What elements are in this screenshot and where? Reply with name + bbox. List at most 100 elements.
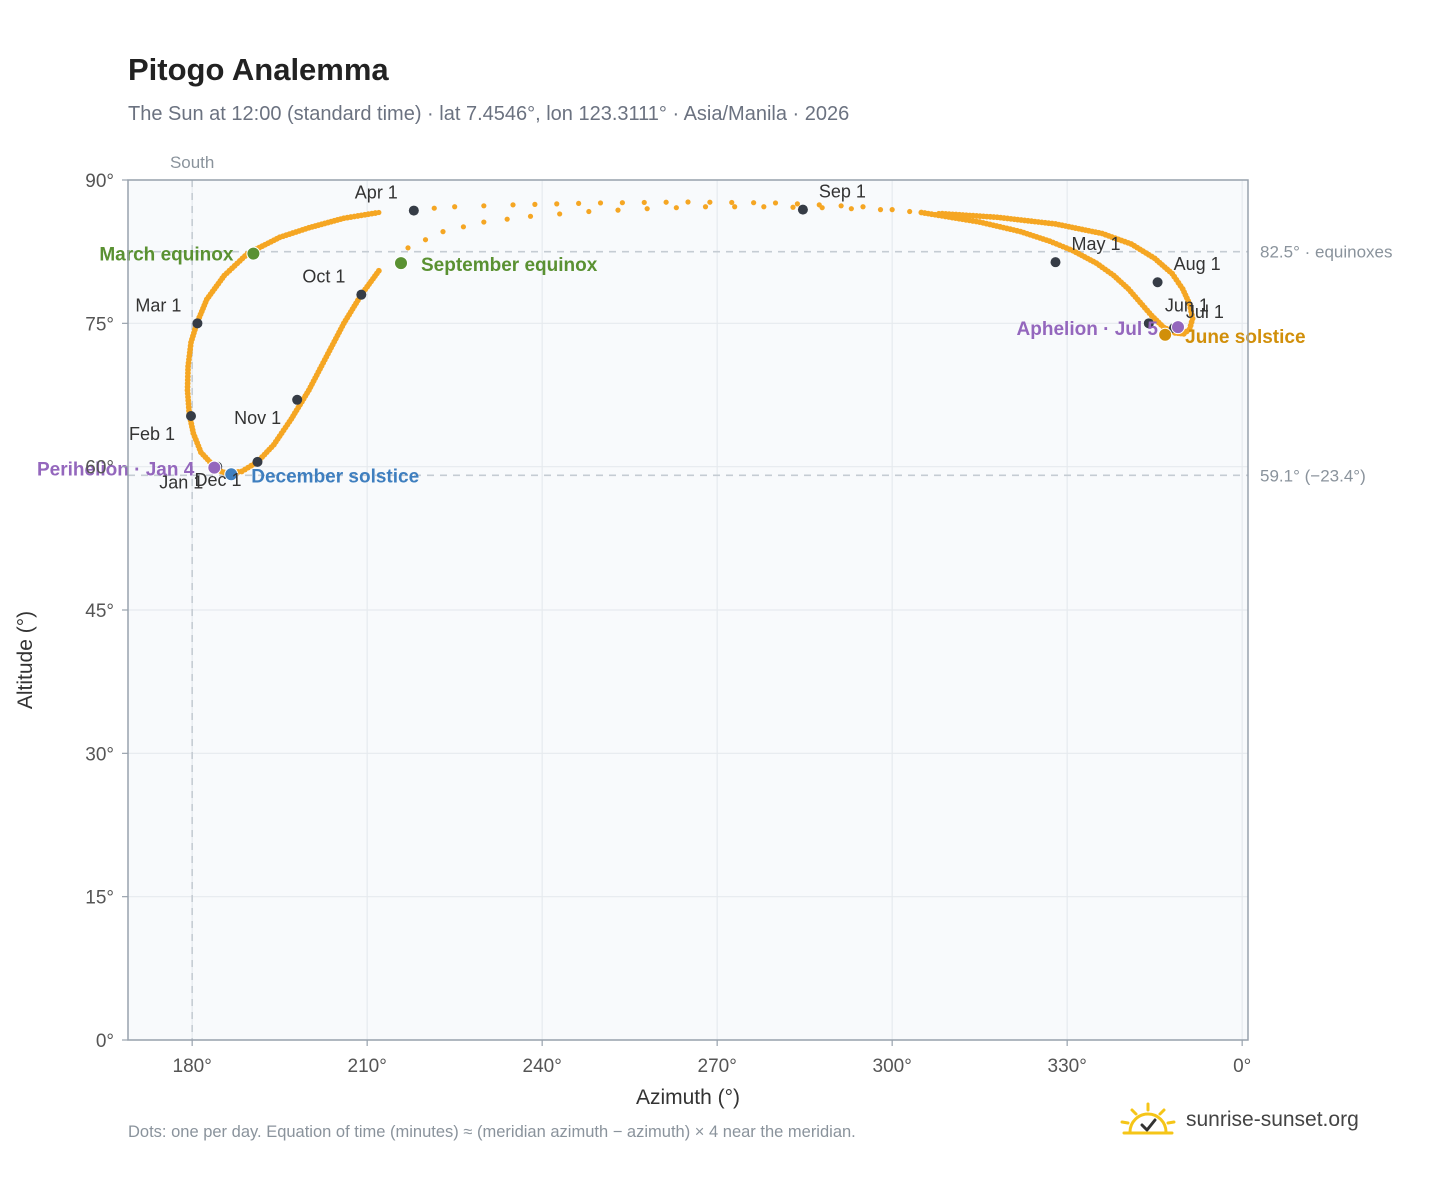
reference-line-label: 82.5° · equinoxes [1260, 243, 1393, 262]
day-dot [481, 203, 487, 209]
event-marker [394, 256, 408, 271]
day-dot [772, 200, 779, 206]
month-marker [292, 394, 303, 405]
day-dot [707, 199, 713, 205]
month-label: Jul 1 [1186, 302, 1224, 322]
event-marker [1171, 320, 1185, 335]
event-label: December solstice [251, 466, 419, 487]
day-dot [510, 202, 516, 208]
event-label: March equinox [99, 245, 234, 266]
event-marker [224, 467, 239, 482]
day-dot [481, 219, 487, 225]
meridian-label: South [170, 153, 214, 172]
day-dot [732, 204, 738, 210]
month-marker [1152, 277, 1163, 288]
footnote: Dots: one per day. Equation of time (min… [128, 1123, 856, 1141]
day-dot [576, 200, 582, 207]
day-dot [673, 205, 679, 211]
month-label: Oct 1 [302, 267, 345, 287]
day-dot [936, 210, 942, 217]
day-dot [790, 204, 796, 210]
sun-logo-icon [1120, 1102, 1176, 1135]
day-dot [452, 204, 458, 210]
y-tick-label: 15° [85, 888, 114, 909]
day-dot [376, 209, 382, 216]
day-dot [422, 237, 429, 243]
y-tick-label: 60° [85, 458, 114, 479]
y-axis-title: Altitude (°) [14, 611, 37, 709]
day-dot [554, 201, 560, 207]
x-tick-label: 270° [698, 1056, 737, 1077]
day-dot [532, 201, 538, 207]
y-tick-label: 75° [85, 314, 114, 335]
x-tick-label: 330° [1048, 1056, 1087, 1077]
month-label: Jun 1 [1165, 295, 1209, 315]
month-marker [356, 289, 367, 300]
chart-subtitle: The Sun at 12:00 (standard time) · lat 7… [128, 103, 850, 125]
month-label: Apr 1 [355, 183, 398, 203]
x-tick-label: 300° [873, 1056, 912, 1077]
day-dot [619, 200, 625, 206]
event-label: June solstice [1185, 327, 1305, 348]
reference-line-label: 59.1° (−23.4°) [1260, 466, 1366, 485]
month-label: Sep 1 [819, 182, 866, 202]
x-axis-title: Azimuth (°) [636, 1086, 740, 1109]
x-tick-label: 180° [173, 1056, 212, 1077]
event-marker [246, 246, 261, 261]
day-dot [405, 245, 411, 251]
day-dot [889, 207, 895, 213]
y-tick-label: 90° [85, 171, 114, 192]
day-dot [440, 229, 446, 235]
day-dot [729, 199, 735, 206]
day-dot [685, 199, 691, 205]
month-marker [192, 318, 203, 329]
day-dot [794, 201, 800, 207]
month-label: Jan 1 [159, 473, 203, 493]
grid [128, 179, 1248, 1041]
month-label: Nov 1 [234, 408, 281, 428]
month-marker [1050, 257, 1061, 268]
month-label: May 1 [1072, 234, 1121, 254]
brand[interactable]: sunrise-sunset.org [1120, 1102, 1359, 1138]
brand-name: sunrise-sunset.org [1186, 1108, 1359, 1131]
month-marker [1143, 318, 1154, 329]
x-tick-label: 210° [348, 1056, 387, 1077]
day-dot [557, 211, 563, 217]
reference-lines: South 82.5° · equinoxes 59.1° (−23.4°) [128, 153, 1393, 1040]
month-marker [186, 411, 196, 422]
event-marker [1158, 327, 1173, 342]
day-dot [615, 207, 621, 213]
day-dot [819, 205, 825, 211]
month-label: Feb 1 [129, 424, 175, 444]
day-dot [431, 205, 437, 211]
day-dot [751, 200, 757, 206]
day-dot [504, 216, 510, 222]
day-dot [877, 207, 884, 213]
month-label: Aug 1 [1174, 254, 1221, 274]
day-dot [860, 204, 866, 210]
month-marker [408, 205, 419, 216]
day-dot [663, 199, 669, 205]
analemma-curve [184, 199, 1196, 477]
month-marker [797, 204, 808, 215]
day-dot [527, 213, 534, 219]
y-tick-label: 45° [85, 601, 114, 622]
event-marker [207, 460, 222, 475]
x-tick-label: 240° [523, 1056, 562, 1077]
day-dot [838, 203, 844, 209]
y-tick-label: 0° [96, 1031, 114, 1052]
day-dot [644, 206, 650, 212]
day-dot [597, 200, 604, 206]
axes: 180° 210° 240° 270° 300° 330° 0° 0° 15° 30° 45° 60°… [14, 171, 1251, 1109]
markers [186, 204, 1185, 482]
y-tick-label: 30° [85, 744, 114, 765]
x-tick-label: 0° [1233, 1056, 1251, 1077]
day-dot [907, 208, 913, 215]
day-dot [460, 224, 467, 230]
event-label: Aphelion · Jul 5 [1017, 319, 1159, 340]
month-label: Dec 1 [194, 470, 241, 490]
day-dot [761, 204, 767, 210]
chart-title: Pitogo Analemma [128, 52, 389, 87]
